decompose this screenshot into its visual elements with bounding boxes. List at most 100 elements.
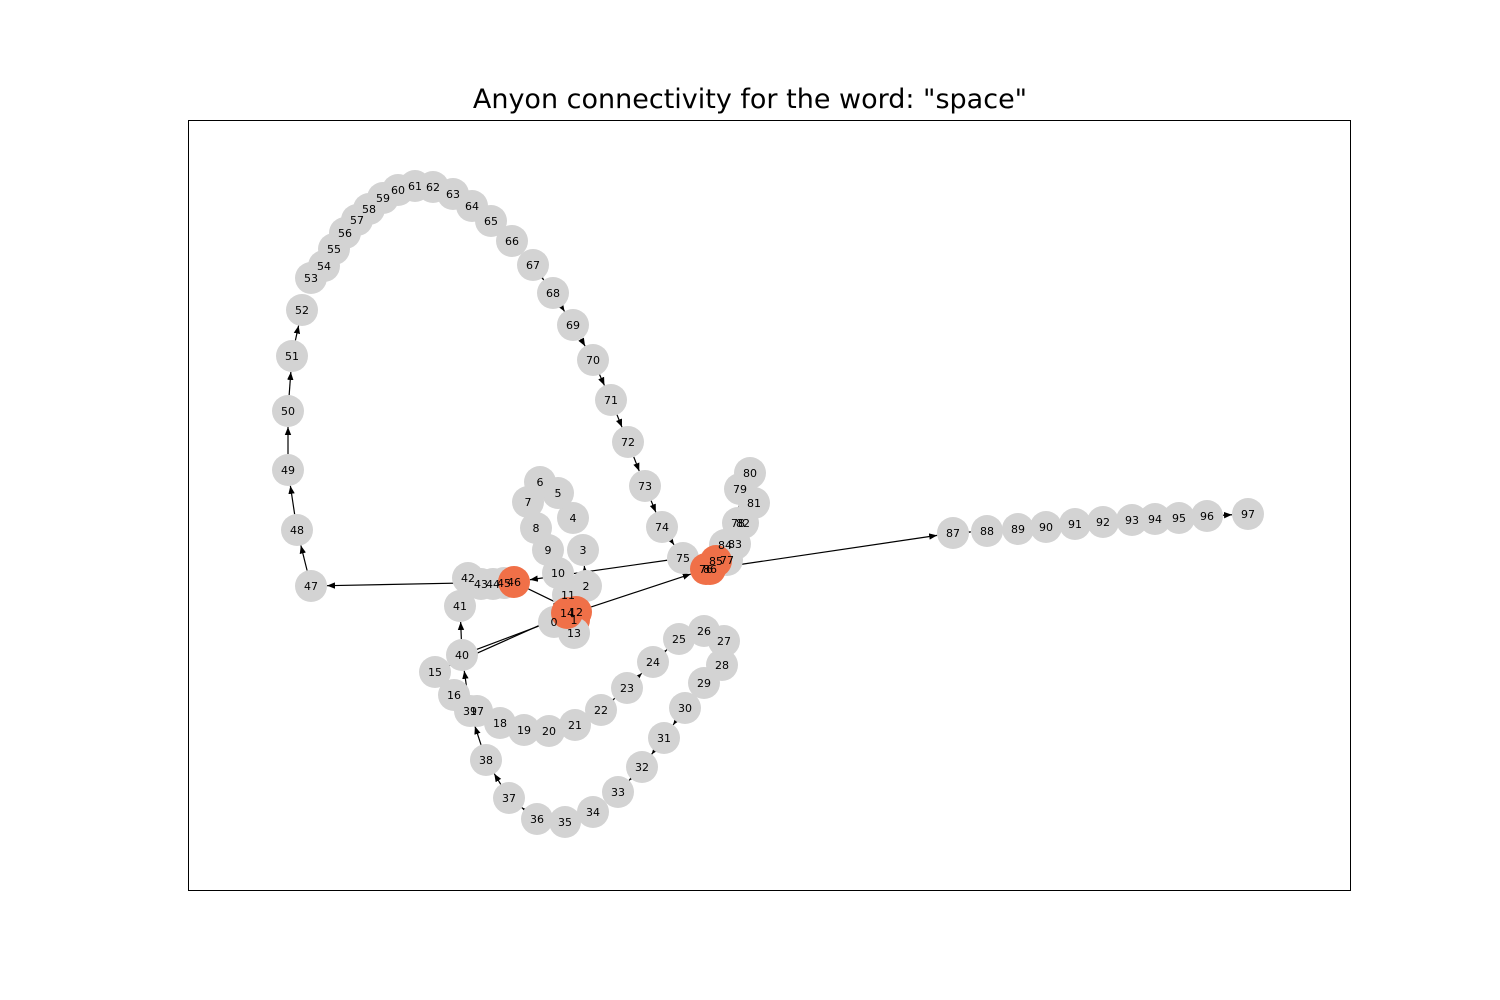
node-label-25: 25 [672, 633, 686, 646]
node-label-31: 31 [657, 732, 671, 745]
node-label-93: 93 [1125, 514, 1139, 527]
node-label-5: 5 [555, 487, 562, 500]
node-label-27: 27 [717, 635, 731, 648]
node-label-34: 34 [586, 806, 600, 819]
node-label-64: 64 [465, 200, 479, 213]
node-label-74: 74 [655, 521, 669, 534]
node-label-14: 14 [560, 607, 574, 620]
node-label-66: 66 [505, 235, 519, 248]
node-label-32: 32 [635, 761, 649, 774]
node-label-56: 56 [338, 227, 352, 240]
node-label-13: 13 [567, 627, 581, 640]
node-label-19: 19 [517, 724, 531, 737]
node-label-30: 30 [678, 702, 692, 715]
edge-67-68 [542, 278, 543, 280]
node-label-29: 29 [697, 677, 711, 690]
node-label-81: 81 [747, 497, 761, 510]
node-label-28: 28 [715, 659, 729, 672]
node-label-21: 21 [568, 719, 582, 732]
node-label-87: 87 [946, 527, 960, 540]
node-label-59: 59 [376, 192, 390, 205]
node-label-88: 88 [980, 525, 994, 538]
node-label-36: 36 [530, 813, 544, 826]
node-label-49: 49 [281, 464, 295, 477]
node-layer: 0 12345678910111213141516171819 20 21222324… [272, 170, 1264, 838]
node-label-24: 24 [646, 656, 660, 669]
edge-31-32 [652, 751, 655, 755]
node-label-47: 47 [304, 580, 318, 593]
node-label-2: 2 [583, 580, 590, 593]
edge-40-41 [461, 622, 462, 639]
node-label-7: 7 [525, 496, 532, 509]
node-label-40: 40 [455, 649, 469, 662]
edge-70-71 [600, 375, 605, 386]
edge-86-87 [726, 535, 937, 566]
node-label-41: 41 [453, 600, 467, 613]
edge-24-25 [665, 650, 667, 652]
node-label-46: 46 [507, 576, 521, 589]
node-label-71: 71 [604, 394, 618, 407]
node-label-58: 58 [362, 203, 376, 216]
edge-50-51 [289, 372, 291, 395]
node-label-26: 26 [697, 625, 711, 638]
node-label-48: 48 [290, 524, 304, 537]
node-label-55: 55 [327, 243, 341, 256]
node-label-53: 53 [304, 272, 318, 285]
edge-72-73 [634, 457, 639, 471]
node-label-39: 39 [463, 705, 477, 718]
node-label-16: 16 [447, 689, 461, 702]
edge-51-52 [295, 326, 298, 341]
edge-12-76 [591, 574, 691, 607]
edge-68-69 [561, 307, 564, 312]
edge-37-38 [494, 774, 500, 785]
edge-38-39 [475, 726, 481, 745]
node-label-84: 84 [718, 539, 732, 552]
node-label-3: 3 [580, 544, 587, 557]
node-label-62: 62 [426, 181, 440, 194]
edge-47-48 [301, 546, 307, 571]
edge-22-23 [613, 698, 615, 699]
node-label-75: 75 [676, 552, 690, 565]
node-label-51: 51 [285, 350, 299, 363]
node-label-35: 35 [558, 816, 572, 829]
edge-73-74 [651, 501, 656, 512]
node-label-63: 63 [446, 188, 460, 201]
node-label-42: 42 [461, 572, 475, 585]
node-label-54: 54 [317, 260, 331, 273]
node-label-86: 86 [703, 563, 717, 576]
node-label-97: 97 [1241, 508, 1255, 521]
edge-36-37 [522, 808, 524, 810]
node-label-95: 95 [1172, 512, 1186, 525]
edge-23-24 [638, 673, 641, 676]
node-label-92: 92 [1096, 516, 1110, 529]
node-label-69: 69 [566, 319, 580, 332]
edge-71-72 [617, 415, 622, 427]
node-label-0: 0 [551, 616, 558, 629]
node-label-9: 9 [545, 544, 552, 557]
node-label-37: 37 [502, 792, 516, 805]
node-label-72: 72 [621, 436, 635, 449]
node-label-90: 90 [1039, 521, 1053, 534]
node-label-20: 20 [542, 725, 556, 738]
node-label-8: 8 [533, 522, 540, 535]
node-label-67: 67 [526, 259, 540, 272]
node-label-60: 60 [391, 184, 405, 197]
edge-74-75 [671, 540, 674, 545]
node-label-89: 89 [1011, 523, 1025, 536]
node-label-91: 91 [1068, 518, 1082, 531]
node-label-65: 65 [484, 215, 498, 228]
edge-30-31 [673, 721, 676, 725]
edge-48-49 [290, 486, 294, 514]
node-label-11: 11 [561, 589, 575, 602]
node-label-82: 82 [736, 517, 750, 530]
node-label-61: 61 [408, 180, 422, 193]
node-label-4: 4 [570, 512, 577, 525]
node-label-68: 68 [546, 287, 560, 300]
node-label-70: 70 [586, 354, 600, 367]
edge-32-33 [629, 779, 631, 781]
node-label-22: 22 [594, 704, 608, 717]
node-label-23: 23 [620, 682, 634, 695]
node-label-18: 18 [493, 717, 507, 730]
node-label-79: 79 [733, 483, 747, 496]
